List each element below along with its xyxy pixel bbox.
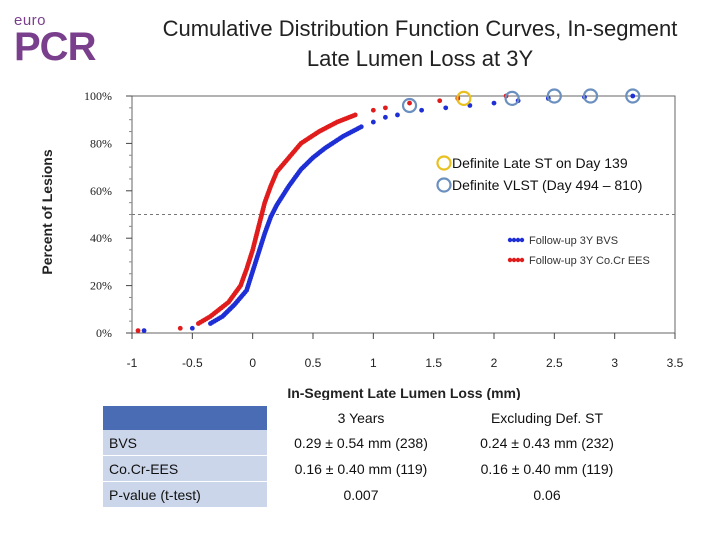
data-point (437, 98, 443, 104)
x-axis-ticks: -1 -0.5 0 0.5 1 1.5 2 2.5 3 3.5 (127, 333, 684, 370)
legend-ring-icon (436, 155, 452, 171)
row-label: P-value (t-test) (103, 481, 268, 507)
europcr-logo: euro PCR (14, 12, 104, 72)
y-tick-label: 80% (90, 136, 112, 150)
data-point (358, 124, 364, 130)
data-series (135, 93, 636, 334)
x-tick-label: -1 (127, 356, 138, 370)
table-row: BVS 0.29 ± 0.54 mm (238) 0.24 ± 0.43 mm (2… (103, 430, 639, 456)
table-header-cell: Excluding Def. ST (454, 406, 639, 430)
row-label: BVS (103, 430, 268, 456)
data-point (370, 107, 376, 113)
y-axis-ticks: 0% 20% 40% 60% 80% 100% (84, 89, 132, 340)
data-point (467, 103, 473, 108)
data-point (630, 93, 636, 99)
x-tick-label: -0.5 (182, 356, 203, 370)
slide-title: Cumulative Distribution Function Curves,… (162, 16, 678, 71)
y-axis-label: Percent of Lesions (39, 149, 55, 274)
x-tick-label: 2.5 (546, 356, 563, 370)
x-axis-label: In-Segment Late Lumen Loss (mm) (287, 385, 520, 400)
series-legend-label: Follow-up 3Y Co.Cr EES (529, 255, 650, 267)
data-point (383, 114, 388, 120)
results-table: 3 Years Excluding Def. ST BVS 0.29 ± 0.54… (103, 406, 639, 507)
data-point (395, 112, 400, 118)
logo-small-text: euro (14, 12, 47, 29)
annotation-legend-label: Definite VLST (Day 494 – 810) (452, 177, 642, 193)
vlst-marker (504, 90, 520, 106)
vlst-marker (546, 88, 562, 104)
legend-swatch (515, 257, 521, 263)
data-point (189, 325, 195, 331)
y-tick-label: 60% (90, 184, 112, 198)
legend-swatch (515, 237, 521, 243)
annotation-legend-label: Definite Late ST on Day 139 (452, 155, 628, 171)
legend-swatch (507, 237, 513, 243)
data-point (443, 105, 449, 111)
x-tick-label: 3 (611, 356, 618, 370)
cdf-chart: 0% 20% 40% 60% 80% 100% -1 -0.5 0 0.5 1 1.5 2 2.5 3 3.… (39, 88, 684, 400)
legend-swatch (511, 257, 517, 263)
legend-swatch (507, 257, 513, 263)
x-tick-label: 0 (249, 356, 256, 370)
data-point (407, 100, 412, 106)
x-tick-label: 3.5 (667, 356, 684, 370)
y-tick-label: 20% (90, 279, 112, 293)
table-header-cell: 3 Years (267, 406, 455, 430)
vlst-marker (582, 88, 599, 104)
logo-big-text: PCR (14, 25, 96, 69)
data-point (419, 107, 424, 113)
row-value: 0.16 ± 0.40 mm (119) (454, 455, 639, 482)
series-bvs (141, 93, 636, 334)
legend-swatch (519, 237, 525, 243)
x-tick-label: 2 (491, 356, 498, 370)
data-point (177, 325, 183, 331)
y-tick-label: 100% (84, 89, 112, 103)
table-row: Co.Cr-EES 0.16 ± 0.40 mm (119) 0.16 ± 0.40… (103, 455, 639, 482)
x-tick-label: 1.5 (425, 356, 442, 370)
legend-swatch (519, 257, 525, 263)
row-value: 0.29 ± 0.54 mm (238) (267, 430, 455, 456)
series-legend-label: Follow-up 3Y BVS (529, 235, 618, 247)
table-header-cell (103, 406, 268, 430)
row-value: 0.24 ± 0.43 mm (232) (454, 430, 639, 456)
y-tick-label: 40% (90, 231, 112, 245)
data-point (141, 328, 147, 334)
x-tick-label: 0.5 (305, 356, 322, 370)
late-st-marker (456, 90, 472, 106)
y-tick-label: 0% (96, 326, 112, 340)
data-point (383, 105, 388, 111)
row-value: 0.007 (267, 481, 455, 507)
row-value: 0.06 (454, 481, 639, 507)
vlst-marker (625, 88, 641, 104)
data-point (491, 100, 497, 106)
row-label: Co.Cr-EES (103, 455, 268, 482)
row-value: 0.16 ± 0.40 mm (119) (267, 455, 455, 482)
data-point (352, 112, 358, 118)
legend-swatch (511, 237, 517, 243)
table-header-row: 3 Years Excluding Def. ST (103, 406, 639, 430)
data-point (135, 328, 141, 334)
vlst-marker (401, 97, 418, 114)
legend: Definite Late ST on Day 139 Definite VLST… (436, 155, 650, 267)
legend-ring-icon (436, 177, 452, 193)
x-tick-label: 1 (370, 356, 377, 370)
data-point (370, 119, 376, 125)
table-row: P-value (t-test) 0.007 0.06 (103, 481, 639, 507)
annotation-markers (401, 88, 641, 114)
